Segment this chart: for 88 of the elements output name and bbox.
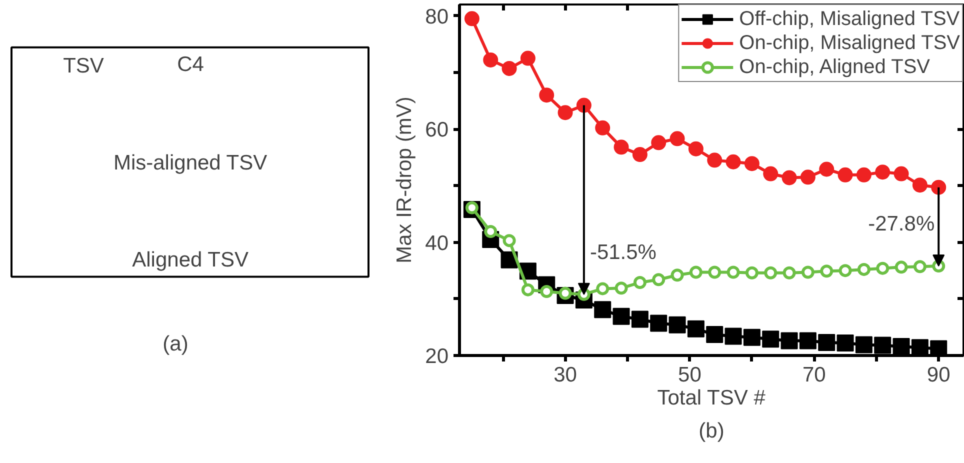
- point: [594, 301, 612, 318]
- point: [745, 266, 758, 280]
- point: [838, 264, 852, 278]
- point: [726, 266, 740, 279]
- point: [874, 336, 892, 354]
- point: [631, 310, 648, 328]
- point: [651, 135, 666, 150]
- x-tick-label: 90: [926, 364, 950, 386]
- point: [502, 60, 517, 76]
- point: [875, 164, 890, 180]
- point: [818, 334, 836, 351]
- text: Mis-aligned TSV: [113, 152, 268, 175]
- point: [539, 88, 554, 103]
- point: [876, 262, 890, 275]
- point: [668, 316, 686, 334]
- point: [633, 276, 646, 289]
- point: [726, 154, 741, 170]
- annotation: -51.5%: [590, 240, 656, 264]
- point: [670, 131, 685, 146]
- point: [707, 152, 722, 168]
- legend-label: On-chip, Misaligned TSV: [739, 31, 960, 55]
- y-tick-label: 80: [425, 5, 448, 28]
- point: [743, 328, 760, 346]
- point: [724, 328, 742, 345]
- point: [596, 282, 610, 296]
- y-tick-label: 40: [425, 232, 448, 255]
- point: [857, 262, 870, 276]
- point: [856, 167, 872, 182]
- point: [558, 105, 573, 120]
- legend-label: Off-chip, Misaligned TSV: [739, 7, 960, 31]
- text: Aligned TSV: [132, 248, 248, 272]
- point: [652, 273, 666, 286]
- point: [931, 180, 946, 195]
- point: [614, 282, 628, 295]
- y-axis-title: Max IR-drop (mV): [393, 96, 416, 264]
- legend-label: On-chip, Aligned TSV: [739, 55, 930, 79]
- point: [670, 268, 684, 282]
- point: [819, 162, 834, 177]
- point: [595, 120, 610, 136]
- text: (b): [698, 420, 724, 442]
- text: C4: [177, 52, 204, 76]
- point: [762, 330, 780, 348]
- point: [520, 50, 536, 66]
- point: [614, 140, 629, 155]
- point: [632, 147, 648, 162]
- point: [801, 266, 814, 279]
- point: [838, 167, 853, 182]
- point: [911, 339, 928, 356]
- point: [744, 156, 760, 172]
- point: [930, 340, 948, 356]
- x-tick-label: 70: [802, 364, 826, 386]
- point: [913, 260, 926, 274]
- point: [687, 320, 704, 338]
- point: [484, 225, 498, 238]
- point: [576, 98, 592, 113]
- point: [800, 170, 816, 185]
- x-tick-label: 50: [678, 364, 702, 386]
- x-axis-title: Total TSV #: [657, 386, 766, 410]
- point: [912, 178, 928, 193]
- point: [799, 332, 816, 350]
- point: [483, 52, 498, 68]
- point: [894, 260, 908, 274]
- point: [689, 266, 702, 279]
- point: [820, 264, 834, 278]
- text: TSV: [63, 54, 104, 78]
- point: [612, 308, 630, 325]
- point: [706, 326, 724, 344]
- point: [688, 141, 704, 156]
- point: [782, 266, 796, 280]
- point: [855, 336, 872, 354]
- point: [836, 334, 854, 352]
- point: [782, 170, 797, 186]
- point: [894, 166, 909, 182]
- point: [892, 338, 910, 355]
- point: [650, 314, 668, 332]
- point: [521, 283, 534, 296]
- point: [540, 285, 554, 298]
- y-tick-label: 60: [425, 118, 448, 142]
- y-tick-label: 20: [425, 345, 448, 368]
- text: (a): [162, 332, 188, 356]
- point: [780, 332, 798, 350]
- point: [502, 234, 516, 248]
- x-tick-label: 30: [554, 364, 577, 386]
- point: [763, 166, 778, 182]
- point: [764, 266, 778, 280]
- annotation: -27.8%: [868, 212, 935, 236]
- point: [464, 11, 480, 26]
- point: [708, 266, 722, 279]
